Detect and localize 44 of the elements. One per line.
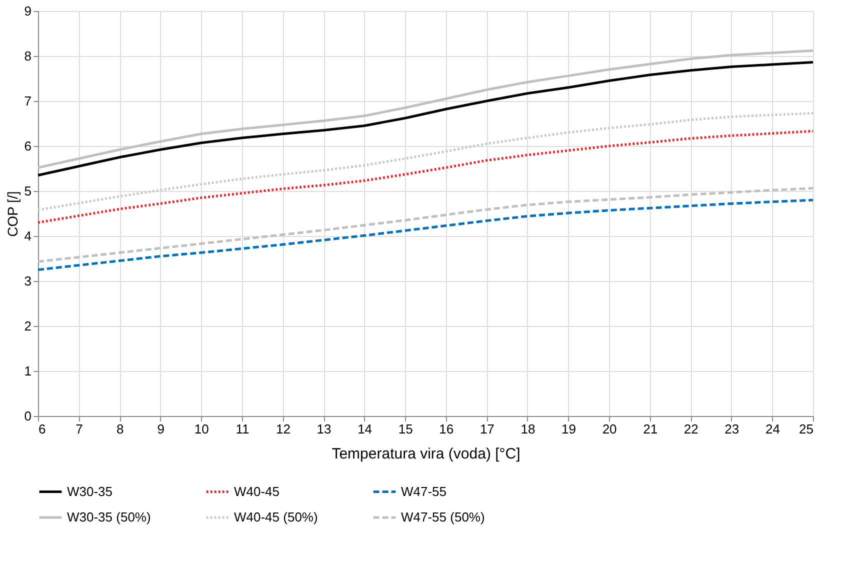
x-tick-label: 12 xyxy=(276,422,290,436)
line-series xyxy=(36,49,814,169)
x-tick-label: 9 xyxy=(157,422,164,436)
legend-label: W40-45 xyxy=(234,484,280,499)
line-series xyxy=(36,130,814,224)
x-tick-label: 20 xyxy=(602,422,617,436)
line-series xyxy=(36,112,814,212)
line-series xyxy=(36,61,814,176)
x-axis-title: Temperatura vira (voda) [°C] xyxy=(332,446,520,462)
legend-label: W47-55 (50%) xyxy=(401,510,485,524)
y-tick-label: 4 xyxy=(24,228,32,244)
x-tick-label: 25 xyxy=(799,422,814,436)
x-tick-label: 8 xyxy=(116,422,124,436)
x-tick-label: 11 xyxy=(236,422,250,436)
x-tick-label: 7 xyxy=(76,422,83,436)
x-tick-label: 6 xyxy=(38,422,46,436)
x-tick-label: 21 xyxy=(643,422,658,436)
y-tick-label: 5 xyxy=(24,184,32,198)
x-tick-label: 22 xyxy=(684,422,698,436)
y-tick-label: 1 xyxy=(24,364,32,378)
y-axis-title: COP [/] xyxy=(4,191,20,237)
x-tick-label: 18 xyxy=(520,422,536,436)
legend-label: W47-55 xyxy=(401,484,447,499)
y-tick-label: 6 xyxy=(24,138,32,154)
x-tick-label: 10 xyxy=(194,422,209,436)
legend-label: W30-35 (50%) xyxy=(67,510,151,524)
x-tick-label: 23 xyxy=(724,422,740,436)
y-tick-label: 7 xyxy=(24,94,32,108)
y-tick-label: 3 xyxy=(24,274,32,288)
x-tick-label: 16 xyxy=(439,422,454,436)
y-tick-label: 0 xyxy=(24,408,32,424)
y-tick-label: 2 xyxy=(24,318,32,334)
x-tick-label: 14 xyxy=(358,422,372,436)
line-series xyxy=(36,198,814,271)
y-tick-label: 9 xyxy=(24,4,32,18)
legend-label: W30-35 xyxy=(67,484,113,499)
x-tick-label: 13 xyxy=(316,422,332,436)
x-tick-label: 24 xyxy=(765,422,780,436)
x-tick-label: 15 xyxy=(398,422,413,436)
x-tick-label: 19 xyxy=(562,422,576,436)
legend-label: W40-45 (50%) xyxy=(234,510,318,524)
line-series xyxy=(36,187,814,263)
y-tick-label: 8 xyxy=(24,48,32,64)
x-tick-label: 17 xyxy=(480,422,494,436)
